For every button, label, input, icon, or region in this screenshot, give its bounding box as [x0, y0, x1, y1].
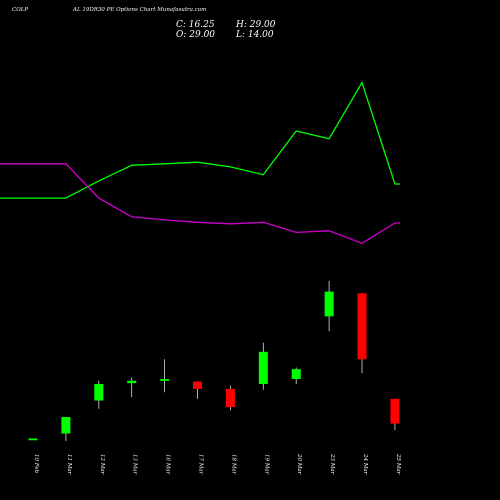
chart-title: AL 19DR30 PE Options Chart Munafasutra.c… [73, 7, 207, 13]
x-tick-label: 19 Mar [263, 454, 269, 475]
x-tick-label: 25 Mar [395, 453, 401, 475]
candlesticks [28, 280, 400, 441]
candle-body [193, 381, 202, 389]
x-tick-label: 18 Mar [230, 454, 236, 475]
green-indicator-line [0, 81, 400, 199]
x-tick-label: 17 Mar [198, 454, 204, 475]
open-value: O: 29.00 [176, 30, 216, 40]
candle-body [225, 388, 235, 408]
x-tick-label: 23 Mar [329, 453, 335, 475]
candle-body [357, 293, 367, 360]
low-value: L: 14.00 [236, 30, 274, 40]
close-value: C: 16.25 [176, 20, 215, 30]
x-tick-label: 20 Mar [296, 453, 302, 475]
candle-body [390, 398, 400, 424]
x-tick-label: 11 Mar [66, 454, 72, 475]
candle-body [160, 379, 170, 381]
candle-body [127, 380, 137, 384]
candle-body [258, 351, 268, 384]
x-tick-label: 13 Mar [132, 454, 138, 475]
candle-body [291, 369, 301, 380]
magenta-indicator-line [0, 163, 400, 245]
x-tick-label: 12 Mar [99, 454, 105, 475]
symbol-label: COLP [12, 7, 29, 13]
candle-body [61, 417, 71, 434]
x-axis-labels: 10 Feb 11 Mar 12 Mar 13 Mar 16 Mar 17 Mar 18 M… [33, 453, 401, 475]
x-tick-label: 24 Mar [362, 453, 368, 475]
high-value: H: 29.00 [236, 20, 276, 30]
x-tick-label: 16 Mar [165, 454, 171, 475]
indicator-lines [0, 81, 400, 245]
candle-body [94, 384, 104, 401]
candle-body [28, 438, 38, 441]
x-tick-label: 10 Feb [33, 454, 39, 474]
candle-body [324, 291, 334, 317]
